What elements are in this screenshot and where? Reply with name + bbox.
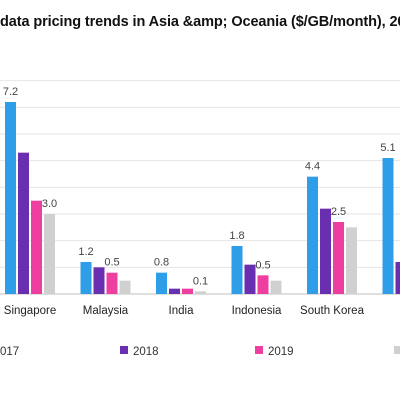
bar — [346, 227, 357, 294]
data-label: 0.5 — [104, 257, 119, 269]
data-label: 0.1 — [193, 275, 208, 287]
bar — [5, 102, 16, 294]
bar — [333, 222, 344, 294]
category-tick-label: Singapore — [4, 305, 56, 317]
data-label: 0.5 — [255, 259, 270, 271]
data-label: 2.5 — [331, 206, 346, 218]
bar — [395, 262, 400, 294]
data-label: 4.4 — [305, 161, 320, 173]
category-tick-labels: Singapore Malaysia India Indonesia South Kor… — [4, 305, 400, 317]
category-tick-label: South Korea — [300, 305, 365, 317]
category-tick-label: India — [169, 305, 195, 317]
bars — [5, 102, 400, 294]
bar — [169, 288, 180, 294]
bar — [382, 158, 394, 294]
data-label: 7.2 — [3, 86, 18, 98]
bar — [18, 152, 29, 294]
bar — [195, 291, 206, 294]
data-label: 3.0 — [42, 198, 57, 210]
bar — [44, 214, 55, 294]
bar — [257, 275, 269, 294]
data-label: 5.1 — [380, 142, 395, 154]
bar — [31, 200, 42, 294]
bar — [156, 272, 167, 294]
legend-swatch — [394, 346, 400, 354]
category-tick-label: Indonesia — [232, 305, 282, 317]
legend-label: 2019 — [268, 346, 294, 358]
legend-swatch — [120, 346, 128, 354]
category-tick-label: Malaysia — [83, 305, 129, 317]
bar — [106, 272, 118, 294]
bar — [182, 288, 193, 294]
bar — [307, 176, 318, 294]
bar — [270, 280, 282, 294]
data-label: 0.8 — [154, 257, 169, 269]
data-labels: 7.2 3.0 1.2 0.5 0.8 0.1 1.8 0.5 4.4 2.5 5.1 — [3, 86, 396, 287]
chart-title: data pricing trends in Asia &amp; Oceani… — [0, 14, 400, 30]
bar — [244, 264, 256, 294]
bar — [80, 262, 92, 294]
bar — [320, 208, 331, 294]
bar — [93, 267, 105, 294]
legend-swatch — [255, 346, 263, 354]
legend-label: 017 — [0, 346, 19, 358]
legend: 017 2018 2019 — [0, 346, 400, 358]
bar — [231, 246, 243, 294]
data-label: 1.8 — [229, 230, 244, 242]
data-label: 1.2 — [78, 246, 93, 258]
bar — [119, 280, 131, 294]
legend-label: 2018 — [133, 346, 159, 358]
